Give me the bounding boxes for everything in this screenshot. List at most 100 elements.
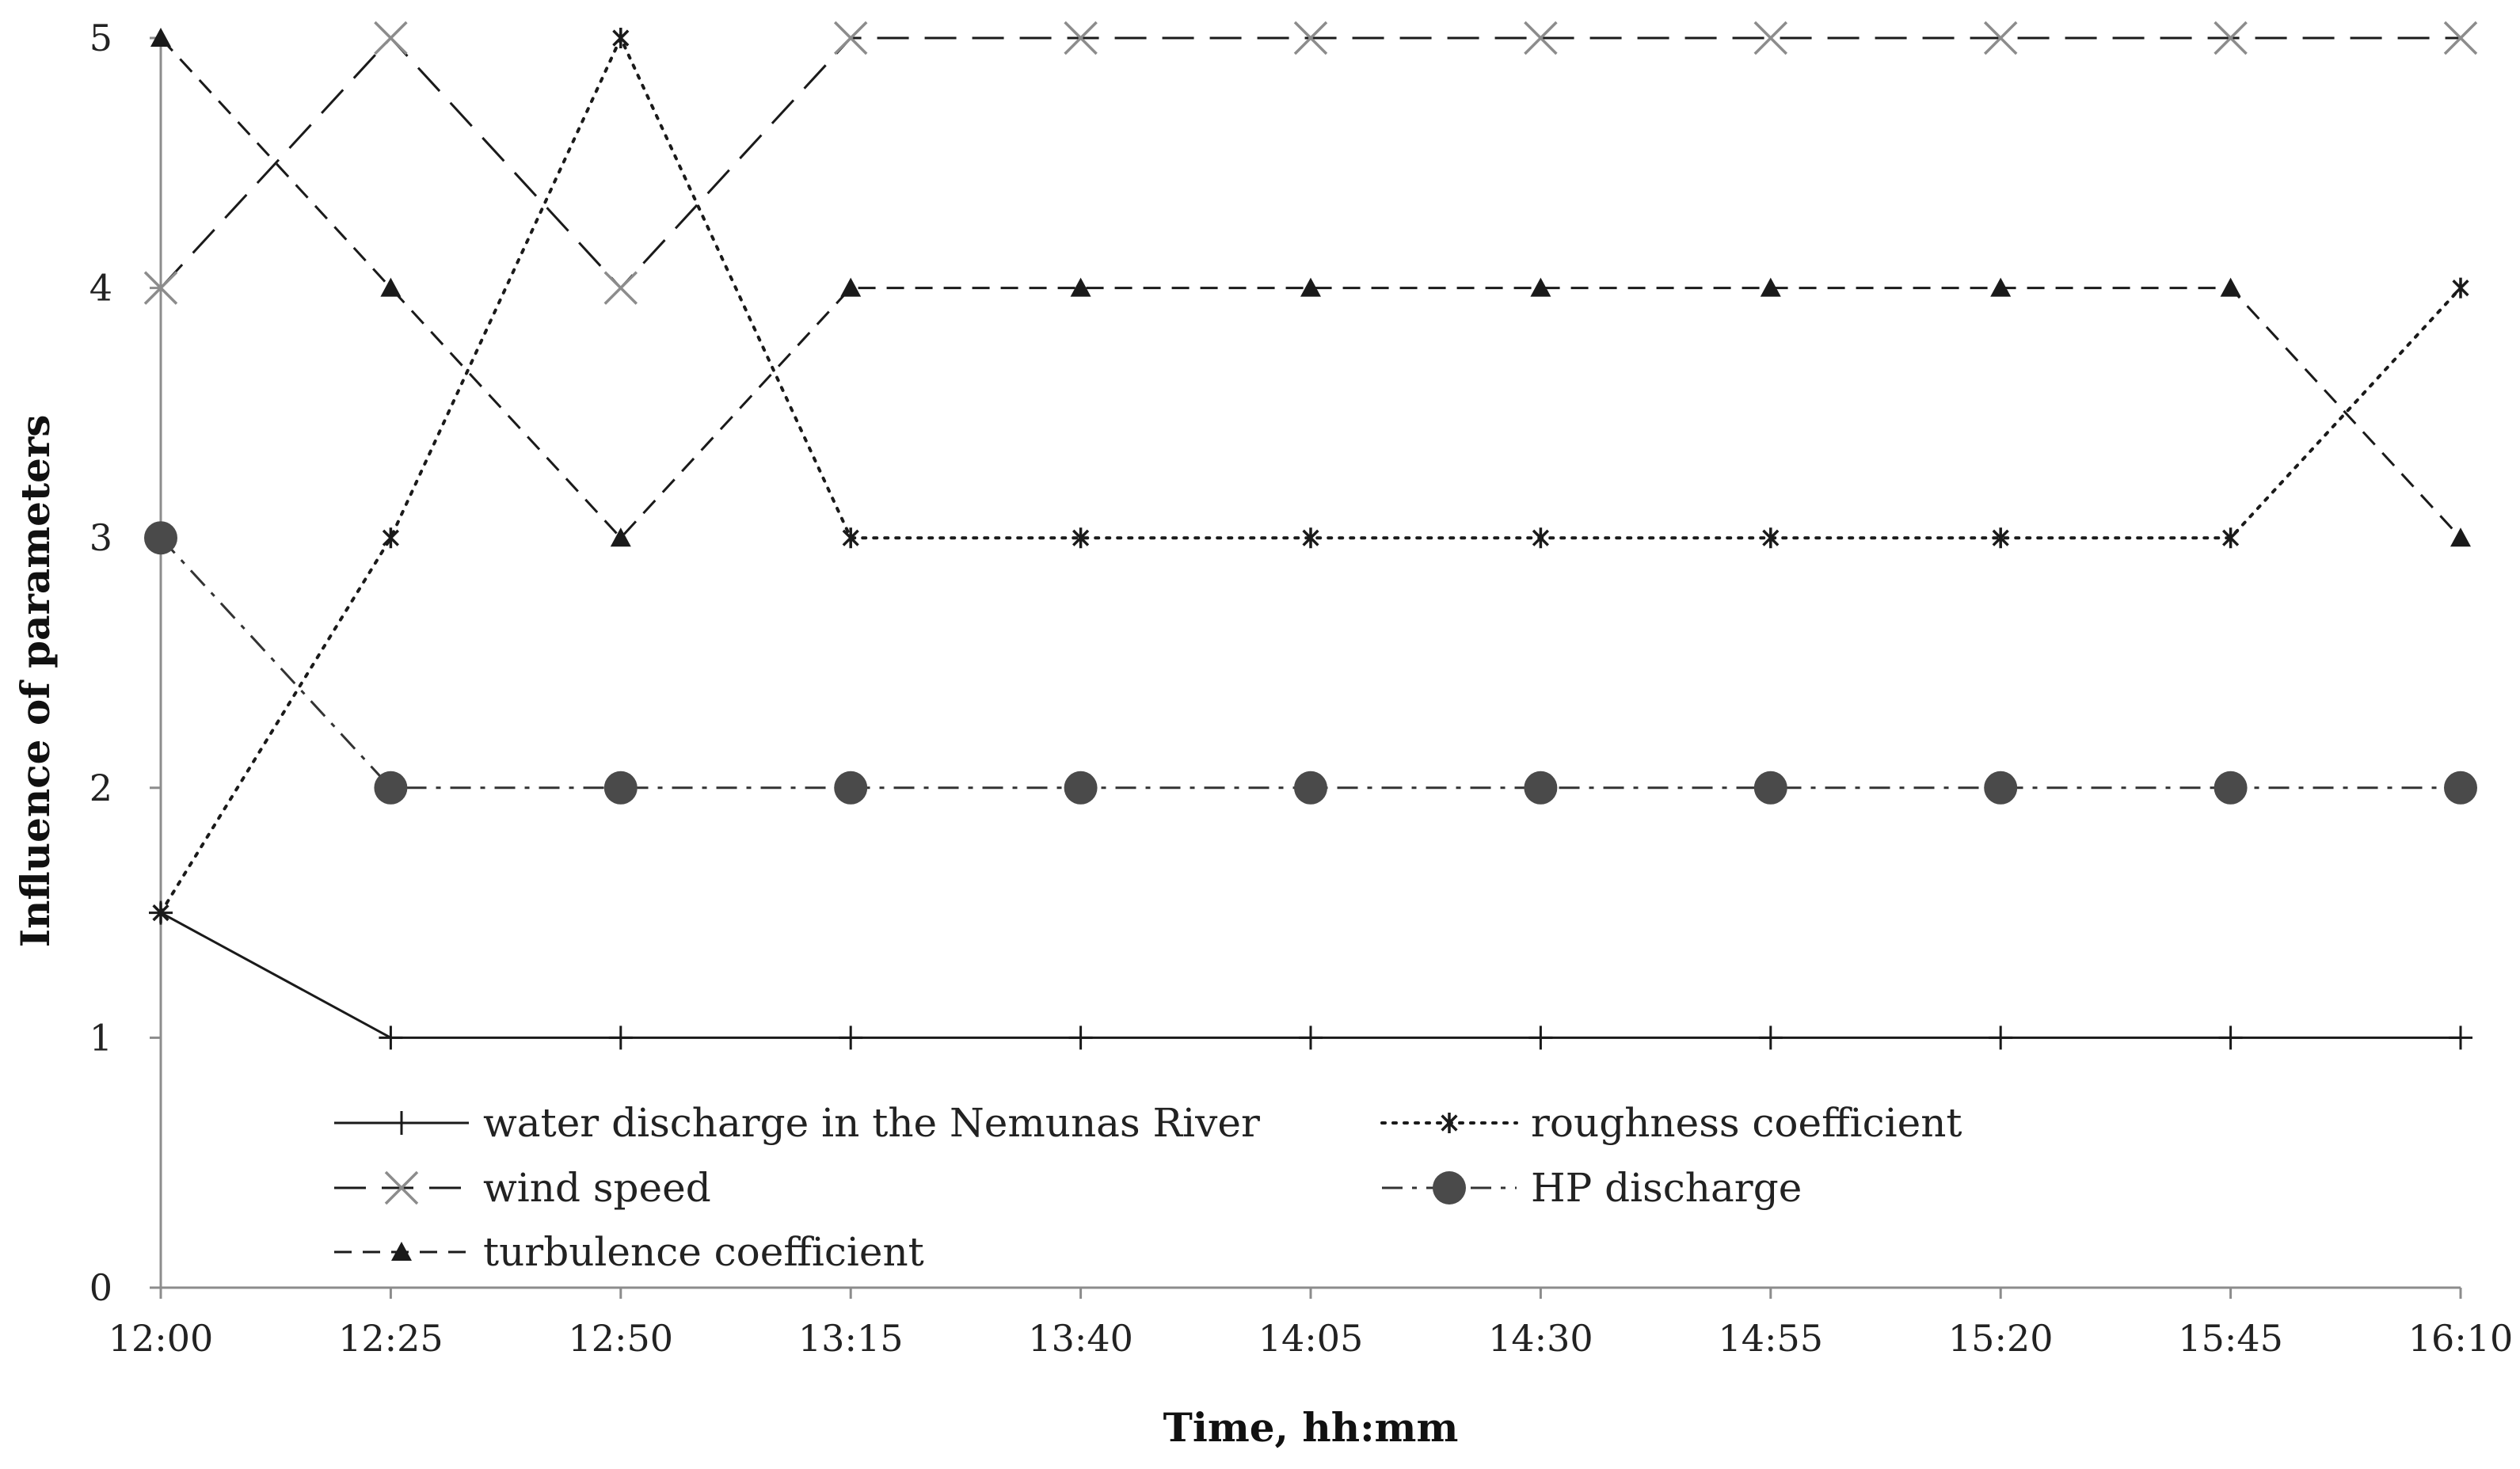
- data-point-marker: [380, 277, 402, 297]
- data-point-marker: [1072, 527, 1090, 549]
- data-point-marker: [1524, 21, 1558, 55]
- x-tick-label: 13:40: [1028, 1317, 1133, 1360]
- data-point-marker: [1760, 277, 1781, 297]
- y-tick-label: 3: [89, 516, 112, 559]
- data-point-marker: [612, 28, 630, 48]
- data-point-marker: [374, 21, 408, 55]
- x-axis-title: Time, hh:mm: [1163, 1404, 1459, 1451]
- data-point-marker: [610, 527, 631, 547]
- y-tick-label: 1: [89, 1016, 112, 1059]
- data-point-marker: [2452, 277, 2469, 299]
- legend-label: turbulence coefficient: [483, 1229, 924, 1275]
- y-tick-label: 2: [89, 767, 112, 809]
- legend-item: water discharge in the Nemunas River: [334, 1100, 1260, 1146]
- legend-item: wind speed: [334, 1165, 711, 1211]
- series-line: [160, 911, 2461, 1039]
- data-point-marker: [150, 28, 171, 48]
- legend-label: roughness coefficient: [1531, 1100, 1962, 1146]
- data-point-marker: [1753, 21, 1788, 55]
- x-tick-label: 14:55: [1719, 1317, 1824, 1360]
- x-tick-label: 14:05: [1258, 1317, 1364, 1360]
- data-point-marker: [1983, 21, 2018, 55]
- data-point-marker: [2443, 21, 2478, 55]
- data-point-marker: [608, 1026, 633, 1050]
- x-tick-label: 16:10: [2408, 1317, 2514, 1360]
- axes: 0 1 2 3 4 5 12:00 12:25 12:50 13:15 13:40 14:05 14:…: [89, 17, 2514, 1360]
- data-point-marker: [382, 527, 399, 549]
- legend-swatch-marker: [390, 1111, 413, 1135]
- data-point-marker: [152, 902, 169, 923]
- data-point-marker: [1300, 277, 1321, 297]
- data-point-marker: [1302, 527, 1319, 549]
- legend-label: HP discharge: [1531, 1165, 1802, 1211]
- series-4: [150, 28, 2471, 547]
- y-tick-label: 5: [89, 17, 112, 59]
- legend-swatch-marker: [1441, 1113, 1458, 1133]
- data-point-marker: [2214, 771, 2248, 805]
- x-tick-label: 12:00: [108, 1317, 214, 1360]
- series-3: [144, 521, 2477, 805]
- data-point-marker: [842, 527, 859, 549]
- data-point-marker: [1753, 771, 1787, 805]
- series-line: [159, 537, 2461, 790]
- data-point-marker: [1294, 771, 1327, 805]
- series-2: [143, 21, 2478, 305]
- series-line: [159, 36, 2461, 290]
- data-point-marker: [840, 277, 862, 297]
- data-point-marker: [603, 271, 638, 305]
- data-point-marker: [1532, 527, 1549, 549]
- data-point-marker: [2449, 1026, 2472, 1050]
- y-ticks: 0 1 2 3 4 5: [89, 17, 161, 1309]
- data-point-marker: [2444, 771, 2477, 805]
- legend-swatch-marker: [1433, 1171, 1466, 1205]
- legend-label: wind speed: [483, 1165, 711, 1211]
- data-point-marker: [1064, 771, 1098, 805]
- x-tick-label: 15:20: [1948, 1317, 2054, 1360]
- series-1: [152, 28, 2469, 923]
- data-point-marker: [1293, 21, 1328, 55]
- data-point-marker: [144, 521, 177, 555]
- legend-swatch-marker: [384, 1170, 419, 1205]
- data-point-marker: [839, 1026, 863, 1050]
- data-point-marker: [1524, 771, 1558, 805]
- data-point-marker: [1528, 1026, 1553, 1050]
- legend: water discharge in the Nemunas River roug…: [334, 1100, 1962, 1275]
- data-point-marker: [2222, 527, 2240, 549]
- legend-item: turbulence coefficient: [334, 1229, 924, 1275]
- y-tick-label: 4: [89, 267, 112, 310]
- data-point-marker: [1989, 1026, 2013, 1050]
- legend-item: roughness coefficient: [1380, 1100, 1962, 1146]
- data-point-marker: [833, 21, 868, 55]
- data-point-marker: [143, 271, 178, 305]
- x-tick-label: 14:30: [1488, 1317, 1593, 1360]
- data-point-marker: [374, 771, 408, 805]
- data-point-marker: [2450, 527, 2471, 547]
- data-point-marker: [2218, 1026, 2243, 1050]
- data-point-marker: [1064, 21, 1098, 55]
- data-point-marker: [1984, 771, 2018, 805]
- x-tick-label: 13:15: [798, 1317, 904, 1360]
- data-point-marker: [1070, 277, 1091, 297]
- legend-label: water discharge in the Nemunas River: [483, 1100, 1260, 1146]
- legend-swatch-marker: [391, 1242, 412, 1262]
- x-tick-label: 15:45: [2178, 1317, 2283, 1360]
- data-point-marker: [1992, 527, 2009, 549]
- x-tick-label: 12:50: [569, 1317, 674, 1360]
- data-point-marker: [834, 771, 868, 805]
- data-point-marker: [2214, 21, 2248, 55]
- series-0: [149, 900, 2472, 1050]
- y-tick-label: 0: [89, 1266, 112, 1309]
- x-ticks: 12:00 12:25 12:50 13:15 13:40 14:05 14:30 14:55…: [108, 1288, 2514, 1360]
- y-axis-title: Influence of parameters: [12, 415, 59, 948]
- data-point-marker: [603, 771, 638, 805]
- series: [143, 21, 2478, 1050]
- data-point-marker: [1758, 1026, 1783, 1050]
- data-point-marker: [1990, 277, 2012, 297]
- x-tick-label: 12:25: [338, 1317, 443, 1360]
- data-point-marker: [1299, 1026, 1323, 1050]
- data-point-marker: [379, 1026, 403, 1050]
- data-point-marker: [1762, 527, 1780, 549]
- data-point-marker: [1068, 1026, 1093, 1050]
- data-point-marker: [2220, 277, 2241, 297]
